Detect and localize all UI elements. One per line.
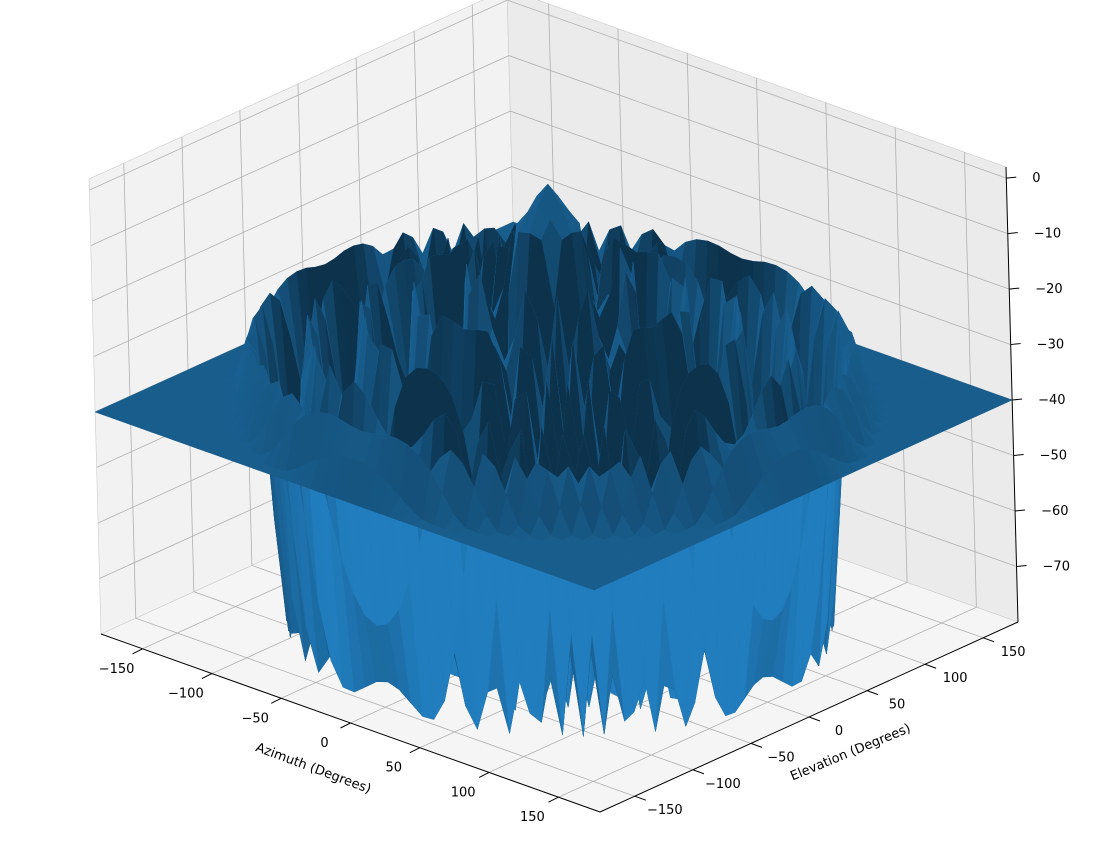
z-axis-line xyxy=(1005,166,1019,623)
y-tick-label: 0 xyxy=(835,724,843,739)
grid-line-x xyxy=(558,152,977,798)
grid-line-y xyxy=(123,163,635,797)
z-tick xyxy=(1006,176,1017,179)
grid-line-z xyxy=(89,0,1007,191)
y-tick-label: 100 xyxy=(943,671,968,686)
z-tick xyxy=(1015,509,1026,512)
y-tick xyxy=(924,663,937,669)
x-tick-label: −150 xyxy=(99,662,135,677)
x-tick xyxy=(270,697,282,704)
x-tick xyxy=(340,722,351,729)
x-tick xyxy=(548,796,559,803)
z-axis-ticks: 0 −10 −20 −30 −40 −50 −60 −70 xyxy=(1006,171,1070,575)
z-tick xyxy=(1009,287,1020,290)
x-tick xyxy=(132,648,143,655)
y-tick-label: −150 xyxy=(647,803,683,818)
surface-plot xyxy=(94,183,1013,737)
y-tick xyxy=(692,769,705,775)
grid-line-z xyxy=(92,110,1010,302)
y-tick-label: −50 xyxy=(767,750,794,765)
z-tick-label: −60 xyxy=(1041,504,1068,519)
y-axis-ticks: −150 −100 −50 0 50 100 150 xyxy=(634,637,1026,818)
y-tick-label: −100 xyxy=(705,777,741,792)
y-tick xyxy=(982,637,995,643)
x-axis-ticks: −150 −100 −50 0 50 100 150 xyxy=(99,648,559,825)
y-tick xyxy=(750,742,763,748)
z-tick-label: −20 xyxy=(1035,282,1062,297)
y-tick xyxy=(634,795,647,801)
x-tick-label: 0 xyxy=(320,736,328,751)
y-tick-label: 50 xyxy=(889,698,906,713)
z-tick-label: −30 xyxy=(1037,338,1064,353)
surface-patch xyxy=(582,581,605,591)
grid-line-z xyxy=(90,55,1008,246)
z-tick xyxy=(1007,232,1018,235)
x-tick-label: 100 xyxy=(451,785,476,800)
x-tick-label: −50 xyxy=(241,711,268,726)
z-tick xyxy=(1012,398,1023,401)
x-tick xyxy=(201,673,213,680)
x-tick-label: 50 xyxy=(386,761,403,776)
grid-line-y xyxy=(181,136,694,771)
y-tick xyxy=(866,690,879,696)
grid-line-z xyxy=(93,166,1011,357)
x-axis-title: Azimuth (Degrees) xyxy=(253,740,372,797)
x-tick xyxy=(478,771,490,778)
y-tick-label: 150 xyxy=(1001,645,1026,660)
y-tick xyxy=(808,716,821,722)
z-tick-label: 0 xyxy=(1032,171,1040,186)
z-tick-label: −50 xyxy=(1040,449,1067,464)
z-tick xyxy=(1016,565,1027,568)
z-tick-label: −40 xyxy=(1038,393,1065,408)
x-tick-label: −100 xyxy=(168,687,204,702)
x-tick-label: 150 xyxy=(520,810,545,825)
z-tick-label: −10 xyxy=(1034,227,1061,242)
x-tick xyxy=(409,747,421,754)
z-tick xyxy=(1010,343,1021,346)
z-tick-label: −70 xyxy=(1043,560,1070,575)
z-tick xyxy=(1013,454,1024,457)
y-axis-title: Elevation (Degrees) xyxy=(788,721,913,784)
